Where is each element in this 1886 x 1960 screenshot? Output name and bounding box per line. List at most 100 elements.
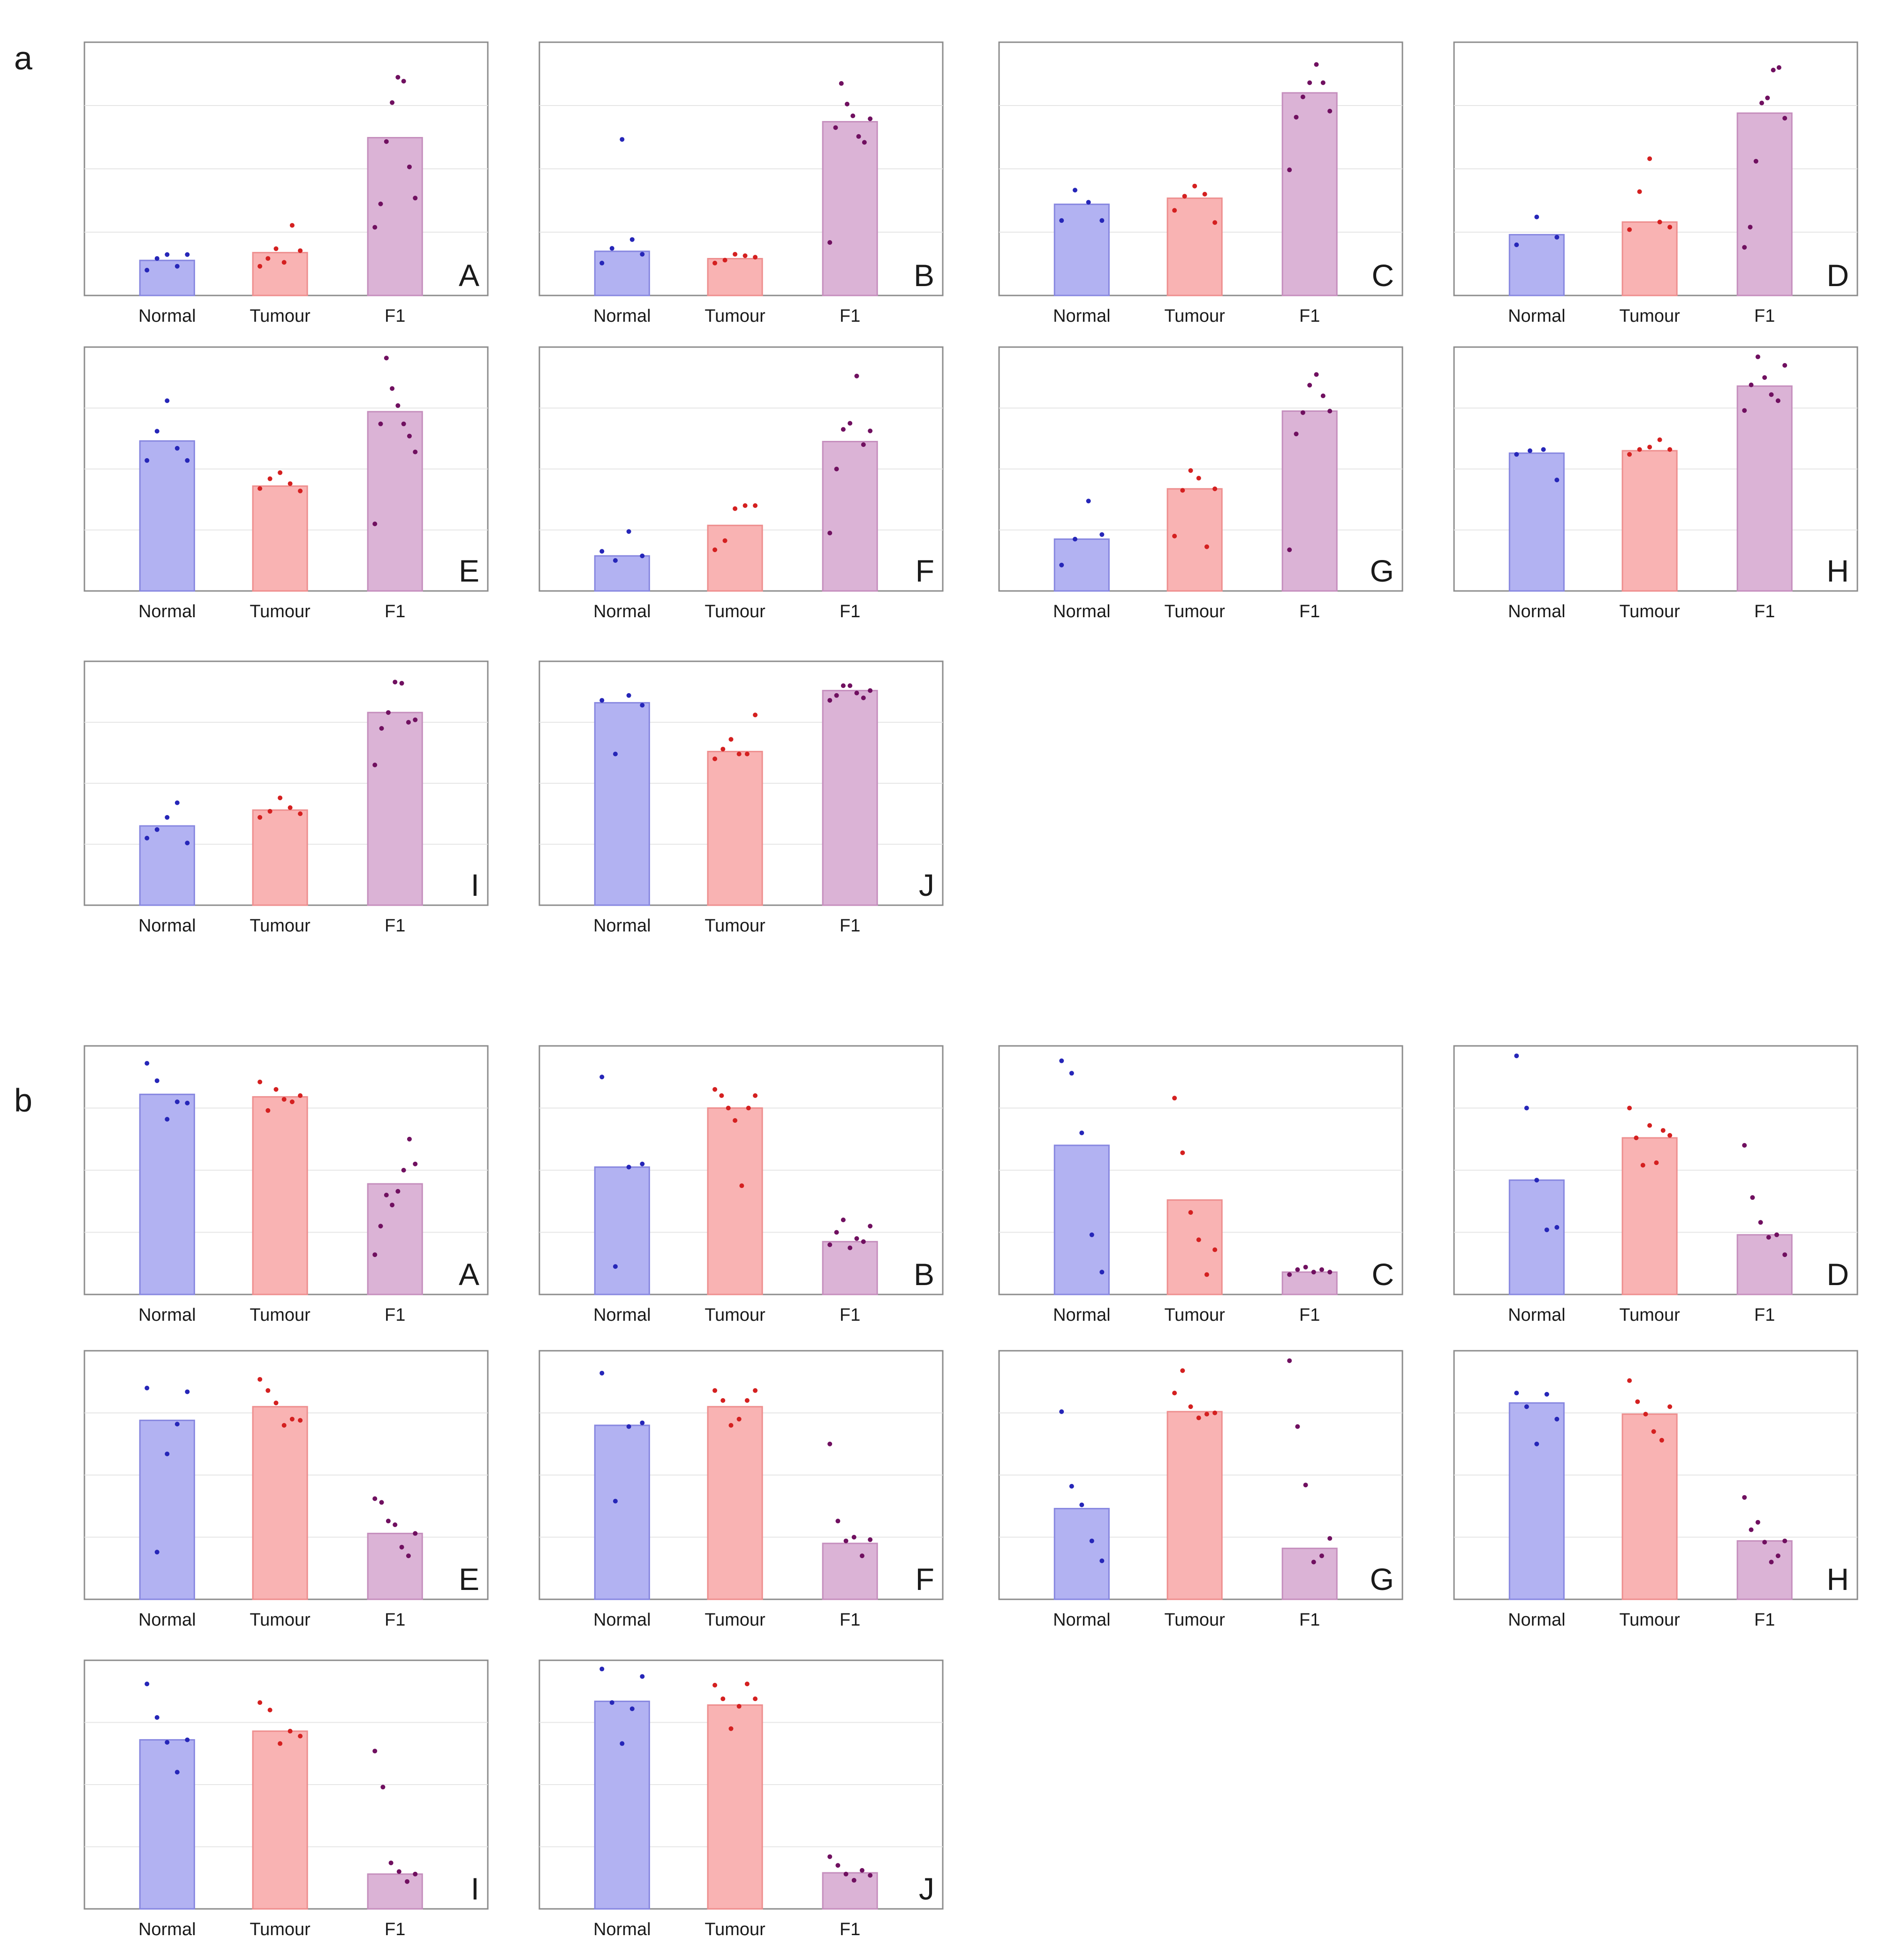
chart-b-g-point-tumour: [1212, 1410, 1218, 1415]
chart-b-e: Normal Tumour F1 E: [83, 1350, 489, 1630]
chart-a-h-xlabel-normal: Normal: [1508, 602, 1565, 621]
chart-a-c-point-normal: [1072, 188, 1077, 193]
chart-b-h-bar-normal: [1508, 1402, 1565, 1600]
chart-b-a-point-f1: [390, 1203, 395, 1208]
chart-b-h-point-f1: [1755, 1520, 1760, 1525]
chart-b-f-point-tumour: [744, 1398, 750, 1403]
chart-a-h-point-normal: [1541, 447, 1546, 452]
chart-b-f: Normal Tumour F1 F: [538, 1350, 944, 1630]
chart-a-e-point-f1: [384, 356, 389, 361]
chart-a-f-point-normal: [599, 549, 605, 554]
chart-a-c-xlabel-normal: Normal: [1053, 306, 1110, 326]
chart-a-g-point-tumour: [1204, 544, 1209, 549]
chart-a-f-point-f1: [848, 421, 853, 426]
chart-b-c-xlabel-f1: F1: [1299, 1305, 1320, 1325]
chart-a-h-letter: H: [1826, 553, 1849, 588]
chart-b-i-bar-normal: [139, 1739, 195, 1910]
chart-b-a-point-f1: [378, 1224, 383, 1229]
chart-b-f-point-normal: [626, 1424, 631, 1429]
chart-b-b-xlabel-tumour: Tumour: [704, 1305, 765, 1325]
chart-a-i-letter: I: [471, 868, 479, 902]
chart-b-e-point-f1: [406, 1553, 411, 1559]
chart-a-e-point-tumour: [298, 488, 303, 493]
chart-a-h-point-f1: [1769, 392, 1774, 397]
chart-a-h-point-f1: [1762, 375, 1767, 380]
chart-a-h-bar-normal: [1508, 452, 1565, 592]
chart-b-b-point-normal: [626, 1165, 631, 1170]
chart-b-a-point-tumour: [281, 1097, 287, 1102]
chart-b-e-point-f1: [399, 1544, 404, 1550]
chart-a-b-letter: B: [914, 258, 934, 293]
chart-a-b-point-normal: [640, 252, 645, 257]
chart-a-c-bar-normal: [1053, 204, 1110, 296]
chart-a-e-xlabel-tumour: Tumour: [250, 602, 311, 621]
chart-a-c-point-normal: [1099, 218, 1105, 223]
chart-b-h-point-normal: [1544, 1392, 1549, 1397]
chart-b-j: Normal Tumour F1 J: [538, 1659, 944, 1939]
chart-a-h-point-f1: [1742, 408, 1747, 413]
chart-b-a-point-normal: [144, 1061, 150, 1066]
chart-b-e-point-f1: [379, 1500, 384, 1505]
chart-b-c-point-normal: [1079, 1130, 1084, 1135]
chart-a-g-xlabel-f1: F1: [1299, 602, 1320, 621]
chart-b-b-point-f1: [827, 1242, 833, 1247]
chart-a-d-point-f1: [1748, 225, 1753, 230]
chart-a-f-point-normal: [640, 553, 645, 559]
chart-a-f-point-tumour: [753, 503, 758, 508]
chart-b-d-point-f1: [1782, 1252, 1788, 1257]
chart-a-a-point-normal: [185, 252, 190, 257]
chart-a-i-point-tumour: [298, 811, 303, 816]
chart-b-h-bar-f1: [1736, 1540, 1793, 1600]
chart-a-a-point-f1: [395, 75, 401, 80]
chart-a-f-point-normal: [613, 558, 618, 563]
chart-a-a-xlabel-f1: F1: [385, 306, 405, 326]
chart-a-c-point-f1: [1327, 108, 1333, 114]
chart-b-i-point-f1: [388, 1860, 394, 1865]
chart-b-e-xlabel-normal: Normal: [138, 1610, 196, 1630]
chart-a-e-point-f1: [407, 433, 412, 439]
chart-b-i-point-f1: [413, 1871, 418, 1877]
chart-a-i-bar-f1: [367, 711, 423, 906]
chart-b-b-point-tumour: [726, 1105, 731, 1111]
chart-a-i-point-normal: [154, 827, 159, 832]
chart-b-c-bar-f1: [1281, 1271, 1338, 1295]
chart-a-g-point-normal: [1099, 532, 1105, 537]
chart-b-g-xlabel-normal: Normal: [1053, 1610, 1110, 1630]
chart-a-j-point-tumour: [736, 751, 742, 757]
chart-a-a-bar-normal: [139, 259, 195, 296]
chart-a-j-point-tumour: [753, 712, 758, 718]
chart-a-j-point-tumour: [744, 751, 750, 757]
chart-a-j-bar-f1: [822, 689, 878, 906]
chart-b-b-bar-tumour: [707, 1107, 763, 1295]
chart-a-d-point-f1: [1759, 100, 1765, 106]
chart-a-d-xlabel-normal: Normal: [1508, 306, 1565, 326]
chart-b-i-point-tumour: [267, 1708, 273, 1712]
chart-a-j-point-normal: [613, 751, 618, 757]
chart-a-d-bar-f1: [1736, 112, 1793, 296]
chart-b-h-point-normal: [1524, 1404, 1529, 1409]
chart-b-d-xlabel-tumour: Tumour: [1619, 1305, 1680, 1325]
chart-a-b-point-f1: [862, 140, 867, 145]
chart-a-h-point-f1: [1755, 354, 1760, 359]
chart-b-b-xlabel-normal: Normal: [593, 1305, 651, 1325]
chart-a-a-point-normal: [174, 264, 180, 269]
chart-a-c-point-tumour: [1202, 192, 1207, 197]
chart-b-a-xlabel-tumour: Tumour: [250, 1305, 311, 1325]
chart-b-i-point-normal: [144, 1681, 150, 1687]
chart-b-b-point-f1: [841, 1218, 846, 1222]
chart-a-a-point-f1: [378, 201, 383, 206]
chart-a-c-point-f1: [1320, 80, 1326, 85]
chart-a-f-point-tumour: [722, 538, 727, 543]
chart-a-e-point-tumour: [267, 476, 273, 481]
chart-b-a-point-tumour: [273, 1087, 279, 1092]
chart-a-j: Normal Tumour F1 J: [538, 660, 944, 936]
chart-a-a-point-normal: [165, 252, 170, 257]
chart-a-d-point-tumour: [1627, 227, 1632, 232]
chart-a-c-point-f1: [1300, 94, 1305, 99]
chart-b-c-point-f1: [1319, 1267, 1324, 1272]
chart-a-f-point-f1: [868, 428, 873, 433]
chart-b-b-point-f1: [848, 1245, 853, 1250]
chart-a-e: Normal Tumour F1 E: [83, 346, 489, 621]
chart-a-e-bar-f1: [367, 411, 423, 592]
chart-b-j-point-tumour: [753, 1696, 758, 1702]
